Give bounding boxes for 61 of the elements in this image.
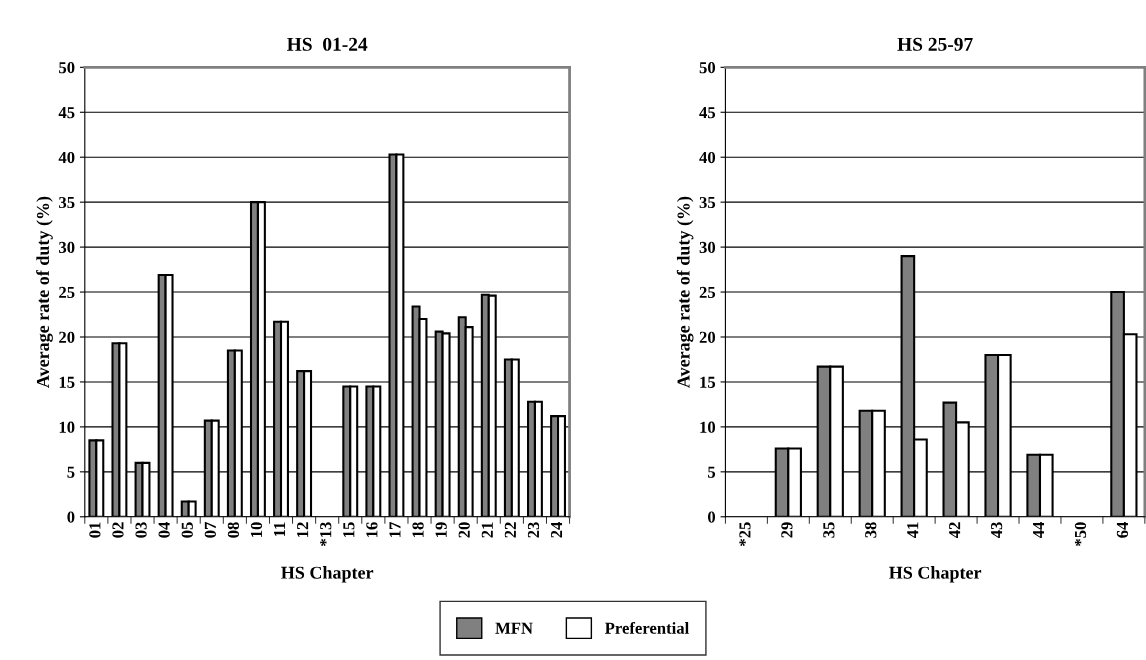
x-tick-label: 11 — [274, 522, 286, 537]
x-tick-label: 22 — [504, 522, 516, 538]
x-tick-label: 15 — [343, 522, 355, 537]
legend-label: Preferential — [604, 621, 689, 634]
x-tick-label: 64 — [1116, 521, 1129, 538]
chart-title: HS 25-97 — [897, 37, 973, 51]
x-tick-label: 42 — [949, 522, 961, 539]
y-tick-label: 30 — [59, 241, 75, 254]
y-tick-label: 0 — [708, 511, 716, 523]
x-tick-label: 43 — [991, 522, 1003, 539]
x-tick-label: 24 — [550, 521, 563, 538]
y-tick-label: 25 — [699, 286, 716, 298]
y-tick-label: 5 — [67, 466, 75, 478]
x-tick-label: 21 — [481, 522, 493, 538]
x-tick-label: 19 — [435, 522, 447, 537]
y-tick-label: 40 — [699, 151, 716, 164]
y-tick-label: 10 — [700, 421, 716, 433]
y-tick-label: 15 — [59, 376, 75, 388]
y-tick-label: 15 — [700, 376, 716, 388]
x-tick-label: 04 — [158, 521, 170, 538]
y-tick-label: 35 — [699, 196, 716, 209]
y-axis-title: Average rate of duty (%) — [676, 196, 694, 388]
y-tick-label: 45 — [58, 107, 75, 119]
y-tick-label: 30 — [699, 241, 716, 254]
x-tick-label: 38 — [865, 522, 877, 538]
y-axis-title: Average rate of duty (%) — [36, 196, 53, 388]
y-tick-label: 20 — [59, 331, 75, 343]
x-tick-label: 16 — [366, 522, 378, 537]
x-tick-label: 41 — [907, 522, 919, 539]
x-axis-title: HS Chapter — [889, 566, 982, 583]
chart-title: HS 01-24 — [287, 37, 368, 51]
x-tick-label: *25 — [739, 522, 751, 546]
y-tick-label: 50 — [59, 62, 75, 74]
x-tick-label: 02 — [112, 522, 124, 538]
y-tick-label: 5 — [708, 466, 716, 478]
y-tick-label: 20 — [699, 331, 716, 343]
y-tick-label: 45 — [699, 107, 716, 119]
y-tick-label: 0 — [67, 511, 75, 523]
x-tick-label: 08 — [227, 522, 240, 538]
x-tick-label: 18 — [412, 522, 424, 537]
x-tick-label: 10 — [250, 522, 263, 537]
x-tick-label: 23 — [527, 522, 540, 538]
x-tick-label: 35 — [823, 522, 835, 538]
y-tick-label: 35 — [59, 196, 75, 209]
x-tick-label: 03 — [135, 522, 147, 538]
legend-label: MFN — [495, 622, 533, 634]
x-tick-label: 05 — [181, 522, 193, 538]
x-tick-label: 07 — [204, 522, 216, 538]
x-tick-label: 20 — [458, 522, 470, 538]
y-tick-label: 25 — [59, 286, 75, 298]
x-tick-label: 01 — [89, 522, 101, 538]
x-axis-title: HS Chapter — [281, 566, 374, 583]
x-tick-label: 17 — [389, 522, 401, 537]
x-tick-label: 29 — [781, 522, 793, 538]
x-tick-label: *50 — [1074, 522, 1087, 546]
y-tick-label: 10 — [59, 421, 75, 433]
y-tick-label: 50 — [699, 62, 716, 74]
x-tick-label: *13 — [320, 522, 332, 546]
y-tick-label: 40 — [58, 151, 75, 164]
x-tick-label: 12 — [297, 522, 309, 537]
x-tick-label: 44 — [1033, 521, 1044, 539]
